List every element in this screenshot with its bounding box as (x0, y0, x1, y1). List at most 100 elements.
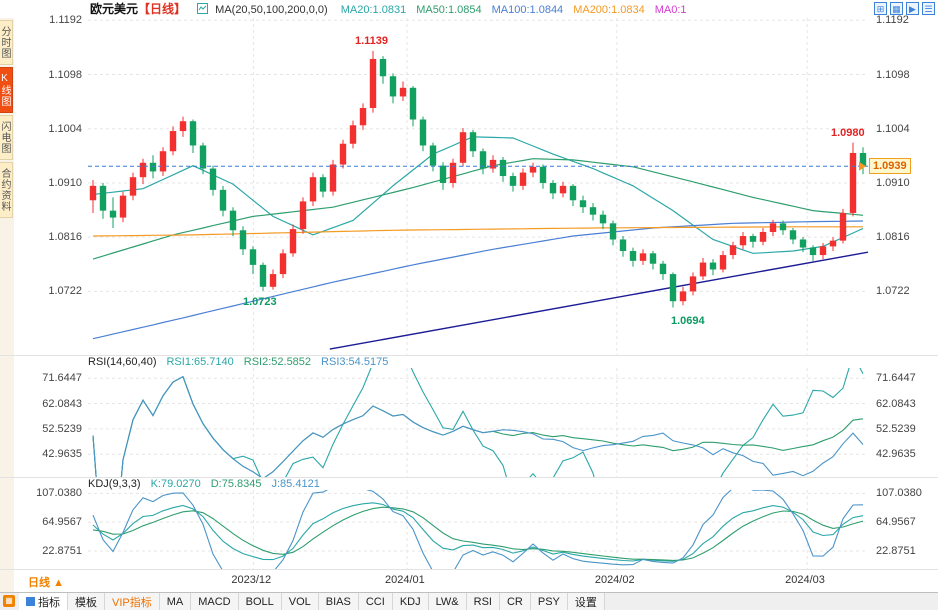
indicator-value: D:75.8345 (210, 478, 262, 490)
tab-VIP指标[interactable]: VIP指标 (105, 593, 160, 610)
axis-label: 1.1098 (48, 68, 82, 81)
ma-line-MA20 (92, 136, 864, 254)
tab-label: RSI (473, 595, 492, 608)
panel-separator (0, 477, 938, 478)
top-header: 欧元美元【日线】 MA(20,50,100,200,0,0) MA20:1.08… (0, 0, 938, 18)
x-axis-label: 2024/01 (385, 574, 425, 586)
tab-MA[interactable]: MA (159, 593, 192, 610)
split-layout-icon[interactable]: ⊞ (874, 2, 887, 15)
candle-body (859, 152, 867, 167)
sidebar-item-分时图[interactable]: 分时图 (0, 20, 13, 65)
ma-value: MA0:1 (654, 4, 687, 16)
candle-body (259, 264, 267, 287)
candle-body (369, 58, 377, 108)
tab-指标[interactable]: 指标 (19, 593, 68, 610)
sidebar-item-合约资料[interactable]: 合约资料 (0, 162, 13, 218)
candle-body (629, 251, 637, 261)
candle-body (499, 159, 507, 177)
candle-body (829, 240, 837, 247)
candle-body (379, 58, 387, 77)
tab-LW&[interactable]: LW& (428, 593, 467, 610)
axis-label: 1.0816 (876, 231, 910, 244)
tab-BIAS[interactable]: BIAS (318, 593, 359, 610)
candle-body (749, 236, 757, 242)
candle-body (309, 177, 317, 202)
rsi-title[interactable]: RSI(14,60,40) (88, 356, 157, 368)
price-axis-left: 1.1192 1.1098 1.1004 1.0910 1.0816 1.0722 71.6… (14, 0, 86, 592)
candle-body (589, 207, 597, 215)
axis-label: 1.1192 (49, 14, 82, 27)
candle-body (479, 151, 487, 169)
top-icon-group: ⊞ ▦ ▶ ☰ (874, 2, 935, 15)
candle-body (409, 87, 417, 120)
tab-BOLL[interactable]: BOLL (238, 593, 282, 610)
axis-label: 71.6447 (876, 372, 916, 385)
kdj-chart-canvas[interactable] (88, 490, 868, 570)
kdj-panel[interactable] (88, 490, 868, 570)
timeframe-label[interactable]: 日线 ▲ (28, 574, 64, 590)
tab-CR[interactable]: CR (499, 593, 531, 610)
tab-RSI[interactable]: RSI (466, 593, 500, 610)
tab-CCI[interactable]: CCI (358, 593, 393, 610)
ma-settings-icon[interactable] (197, 3, 209, 14)
candle-body (349, 125, 357, 144)
grid-layout-icon[interactable]: ▦ (890, 2, 903, 15)
rsi-chart-canvas[interactable] (88, 368, 868, 478)
candle-body (579, 200, 587, 208)
axis-label: 42.9635 (876, 448, 916, 461)
candle-body (609, 223, 617, 240)
panel-separator (0, 569, 938, 570)
ma-value: MA100:1.0844 (491, 4, 564, 16)
candle-body (299, 201, 307, 230)
ma-line-MA100 (92, 220, 864, 340)
rsi-header: RSI(14,60,40) RSI1:65.7140 RSI2:52.5852 RSI… (88, 356, 388, 369)
current-price-tag: 1.0939 (869, 158, 911, 175)
rsi-line-40 (92, 375, 864, 478)
price-arrow-icon (859, 161, 866, 171)
bottom-toolbar: ▦ 指标 模板 VIP指标 MA MACD BOLL VOL BIAS CCI KDJ LW& RSI… (0, 592, 938, 610)
sidebar-item-K线图[interactable]: K线图 (0, 67, 13, 113)
tab-VOL[interactable]: VOL (281, 593, 319, 610)
ma-line-MA50 (92, 158, 864, 260)
menu-icon[interactable]: ☰ (922, 2, 935, 15)
candle-body (179, 121, 187, 132)
candle-body (449, 162, 457, 183)
candle-body (809, 247, 817, 256)
tab-label: CCI (365, 595, 385, 608)
tab-MACD[interactable]: MACD (191, 593, 239, 610)
candle-body (799, 239, 807, 248)
kdj-title[interactable]: KDJ(9,3,3) (88, 478, 141, 490)
candle-body (729, 245, 737, 256)
candle-body (759, 231, 767, 242)
rsi-line-60 (92, 375, 864, 478)
candle-body (569, 185, 577, 201)
symbol-title: 欧元美元 (90, 2, 139, 16)
panel-separator (0, 355, 938, 356)
axis-label: 1.1098 (876, 68, 910, 81)
axis-label: 1.0910 (876, 176, 910, 189)
price-axis-right: 1.1192 1.1098 1.1004 1.0910 1.0816 1.0722 71.6… (870, 0, 938, 592)
candle-body (819, 246, 827, 256)
rsi-panel[interactable] (88, 368, 868, 478)
candle-body (519, 172, 527, 186)
kdj-line-D (92, 506, 864, 561)
axis-label: 42.9635 (42, 448, 82, 461)
tab-KDJ[interactable]: KDJ (392, 593, 429, 610)
ma-line-MA200 (92, 226, 863, 237)
candle-body (89, 185, 97, 201)
candle-body (689, 276, 697, 292)
chevron-up-icon: ▲ (53, 577, 64, 589)
candle-body (789, 230, 797, 240)
tab-设置[interactable]: 设置 (567, 593, 605, 610)
candle-body (709, 262, 717, 270)
ma-params-label[interactable]: MA(20,50,100,200,0,0) (215, 4, 328, 16)
tab-模板[interactable]: 模板 (68, 593, 105, 610)
kdj-line-K (92, 502, 864, 562)
sidebar: 分时图 K线图闪电图合约资料 (0, 18, 14, 592)
tab-PSY[interactable]: PSY (530, 593, 568, 610)
chart-tool-icon[interactable]: ▦ (3, 595, 15, 607)
main-chart-canvas[interactable] (88, 18, 868, 356)
sidebar-item-闪电图[interactable]: 闪电图 (0, 115, 13, 160)
forward-icon[interactable]: ▶ (906, 2, 919, 15)
main-candlestick-panel[interactable]: 1.1139 1.0723 1.0694 1.0980 (88, 18, 868, 356)
